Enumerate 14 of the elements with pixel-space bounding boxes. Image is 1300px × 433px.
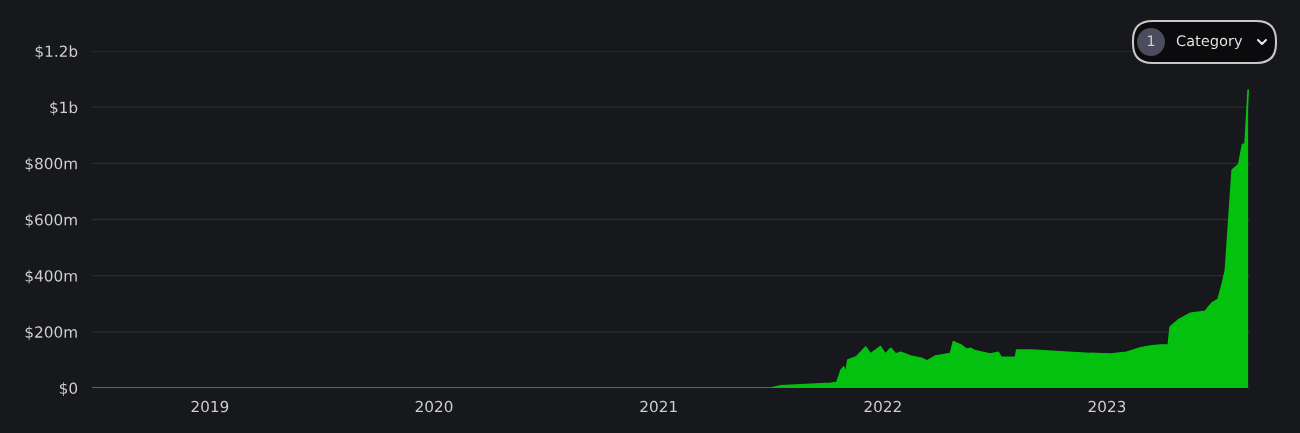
y-tick-label: $400m (25, 269, 77, 284)
text: 1 (1147, 35, 1155, 47)
x-tick-label: 2019 (191, 400, 229, 413)
y-tick-label: $800m (25, 157, 77, 172)
y-tick-label: $600m (25, 213, 77, 228)
y-tick-label: $1.2b (35, 45, 78, 60)
x-tick-label: 2020 (415, 400, 453, 413)
x-tick-label: 2021 (640, 400, 677, 413)
x-tick-label: 2022 (864, 400, 901, 413)
x-tick-label: 2023 (1088, 400, 1126, 413)
y-tick-label: $0 (59, 382, 78, 397)
y-tick-label: $1b (50, 101, 78, 116)
text: Category (1176, 35, 1243, 50)
y-tick-label: $200m (25, 326, 77, 340)
